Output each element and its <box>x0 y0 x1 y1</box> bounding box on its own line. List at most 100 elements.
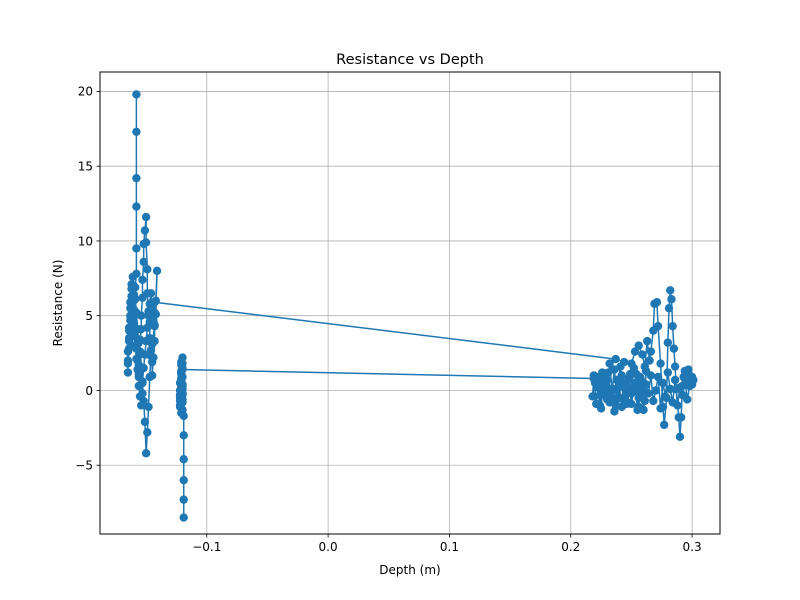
data-point <box>670 375 680 385</box>
data-point <box>675 432 685 442</box>
data-point <box>140 350 150 359</box>
data-point <box>658 378 668 388</box>
data-point <box>646 347 656 356</box>
data-point <box>607 384 617 394</box>
data-point <box>622 399 631 409</box>
data-point <box>123 359 133 368</box>
y-tick-label: 20 <box>78 85 93 99</box>
data-point <box>140 226 150 235</box>
data-point <box>680 374 690 383</box>
data-point <box>669 344 679 353</box>
data-point <box>128 293 137 302</box>
data-point <box>138 389 147 398</box>
data-point <box>627 389 636 398</box>
data-point <box>145 372 154 382</box>
data-point <box>588 392 597 401</box>
y-axis-title: Resistance (N) <box>51 260 65 347</box>
data-point <box>678 390 687 400</box>
data-point <box>659 420 669 430</box>
data-point <box>616 362 625 371</box>
data-point <box>596 404 606 413</box>
y-tick-label: 15 <box>78 159 93 173</box>
data-point <box>141 449 151 458</box>
plot-frame <box>99 71 721 535</box>
data-point <box>656 359 665 368</box>
data-point <box>685 381 694 391</box>
data-point <box>651 386 660 395</box>
data-point <box>615 393 624 403</box>
data-point <box>667 295 676 304</box>
y-tick-label: 10 <box>78 234 93 248</box>
data-point <box>604 368 613 377</box>
data-point <box>129 305 139 314</box>
tick-layer: −0.1 0.0 0.1 0.2 0.3 −5 0 5 10 15 20 <box>75 85 701 554</box>
data-point <box>632 380 641 389</box>
data-point <box>645 356 654 365</box>
data-point <box>141 238 151 247</box>
data-point <box>619 383 629 392</box>
data-point <box>124 326 134 335</box>
data-point <box>150 298 159 307</box>
data-point <box>129 318 139 328</box>
data-point <box>639 390 648 400</box>
data-point <box>140 417 150 427</box>
data-point <box>612 375 622 385</box>
data-point <box>634 402 643 412</box>
data-point <box>179 475 188 485</box>
data-point <box>146 289 156 298</box>
data-point <box>663 368 673 377</box>
data-point <box>652 298 662 307</box>
data-point <box>179 513 188 522</box>
data-point <box>653 321 663 331</box>
data-point <box>600 380 609 389</box>
data-point <box>687 372 697 382</box>
data-point <box>132 344 141 353</box>
data-point <box>638 350 647 359</box>
y-tick-label: −5 <box>75 459 93 473</box>
data-point <box>132 90 141 99</box>
data-point <box>132 127 141 137</box>
data-point <box>132 202 141 211</box>
data-point <box>664 304 674 313</box>
data-point <box>123 368 133 377</box>
data-point <box>649 396 658 406</box>
x-axis-title: Depth (m) <box>379 563 440 577</box>
x-tick-label: −0.1 <box>192 540 221 554</box>
data-point <box>177 366 186 376</box>
data-point <box>143 323 152 332</box>
data-point <box>179 455 188 464</box>
data-point <box>141 212 151 222</box>
data-point <box>605 359 614 368</box>
data-point <box>179 411 188 421</box>
data-point <box>141 336 151 346</box>
data-point <box>149 315 158 325</box>
data-point <box>138 275 147 285</box>
data-point <box>634 341 643 350</box>
data-point <box>123 347 133 356</box>
data-point <box>643 336 652 346</box>
data-point <box>143 428 152 437</box>
data-point <box>602 395 612 404</box>
data-point <box>611 354 620 364</box>
data-layer <box>123 90 698 522</box>
data-point <box>124 336 134 346</box>
data-point <box>133 356 142 365</box>
data-point <box>134 369 144 379</box>
data-point <box>127 280 136 289</box>
data-point <box>624 374 634 383</box>
data-point <box>675 383 685 392</box>
data-point <box>178 380 187 389</box>
y-tick-label: 0 <box>85 384 93 398</box>
data-point <box>676 413 686 422</box>
data-point <box>610 407 619 416</box>
data-point <box>661 392 670 401</box>
data-point <box>137 401 146 410</box>
data-point <box>668 398 677 407</box>
chart-title: Resistance vs Depth <box>336 52 484 68</box>
data-point <box>589 374 599 383</box>
data-point <box>177 399 186 409</box>
data-point <box>150 308 159 317</box>
